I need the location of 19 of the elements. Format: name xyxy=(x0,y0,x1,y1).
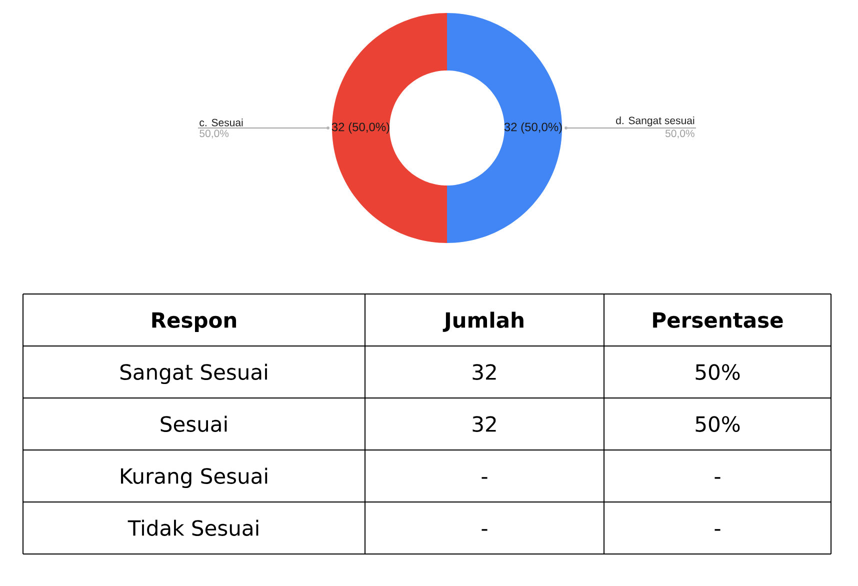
text: 50% xyxy=(696,416,740,432)
text: 50,0% xyxy=(665,130,694,138)
text: - xyxy=(714,529,720,531)
category-label: Jumlah xyxy=(442,312,524,332)
text: - xyxy=(482,529,488,531)
text: 50% xyxy=(696,364,740,380)
category-label: Sesuai xyxy=(160,416,227,432)
text: - xyxy=(482,477,488,479)
category-label: Persentase xyxy=(653,312,783,328)
category-label: Tidak Sesuai xyxy=(128,520,258,536)
category-label: Kurang Sesuai xyxy=(121,468,268,488)
text: - xyxy=(714,477,720,479)
text: 50,0% xyxy=(200,130,229,138)
text: 32 xyxy=(472,416,496,432)
slice-label: d. Sangat sesuai xyxy=(616,116,694,126)
text: 32 xyxy=(472,364,496,380)
text: Respon xyxy=(152,312,236,332)
slice-label: c. Sesuai xyxy=(200,118,243,126)
category-label: Sangat Sesuai xyxy=(120,364,267,384)
